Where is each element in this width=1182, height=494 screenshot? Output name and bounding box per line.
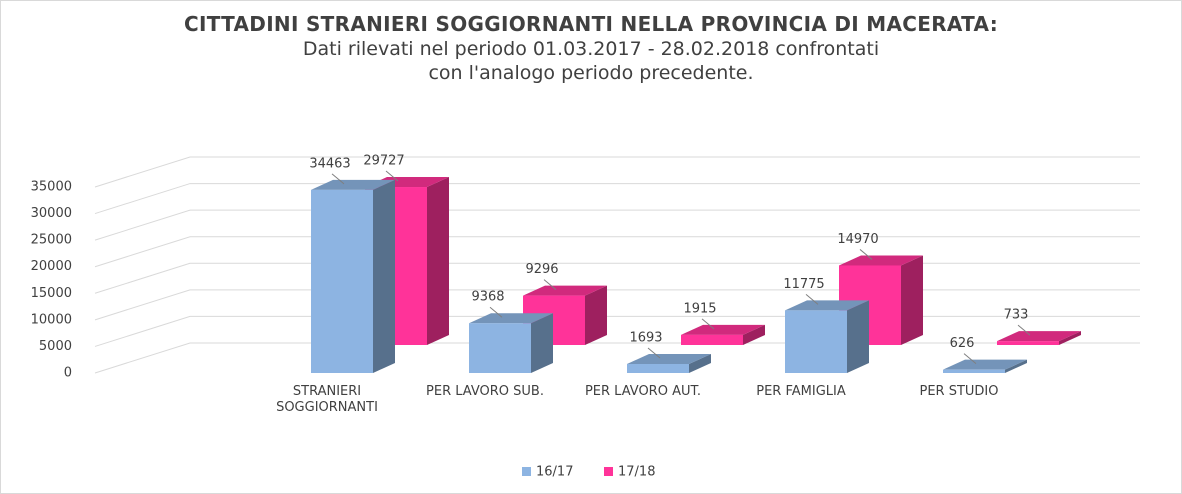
leader-line <box>805 294 819 305</box>
bar-top <box>997 331 1081 342</box>
value-label: 1915 <box>683 301 716 316</box>
value-label: 9296 <box>525 262 558 277</box>
bar-side <box>531 313 553 373</box>
bar-side <box>1059 331 1081 345</box>
value-label: 34463 <box>309 156 350 171</box>
bar <box>469 323 531 373</box>
y-tick-label: 30000 <box>31 206 72 221</box>
leader-line <box>1017 324 1031 336</box>
bar-top <box>839 255 923 266</box>
legend-swatch <box>522 467 531 476</box>
y-tick-label: 20000 <box>31 259 72 274</box>
bar <box>627 364 689 373</box>
bar-top <box>681 324 765 335</box>
value-label: 9368 <box>471 290 504 305</box>
leader-line <box>489 306 503 318</box>
chart-subtitle: Dati rilevati nel periodo 01.03.2017 - 2… <box>302 38 880 84</box>
x-tick-label: PER LAVORO AUT. <box>584 384 702 399</box>
bar-side <box>743 324 765 345</box>
bar <box>943 369 1005 373</box>
bar-side <box>847 300 869 373</box>
grid-line <box>94 209 1140 241</box>
leader-line <box>543 279 557 290</box>
grid-line <box>94 315 1140 347</box>
grid-line <box>94 156 1140 188</box>
grid-line <box>94 289 1140 321</box>
bar-top <box>785 300 869 311</box>
bar-side <box>1005 359 1027 373</box>
value-label: 1693 <box>629 331 662 346</box>
bar <box>997 341 1059 345</box>
chart-title: CITTADINI STRANIERI SOGGIORNANTI NELLA P… <box>184 12 998 36</box>
bar-side <box>585 285 607 345</box>
bar-top <box>943 359 1027 370</box>
leader-line <box>859 249 873 260</box>
bar-side <box>901 255 923 345</box>
value-label: 626 <box>950 336 975 351</box>
leader-line <box>331 173 345 185</box>
x-tick-label: PER LAVORO SUB. <box>426 384 544 399</box>
grid-line <box>94 236 1140 268</box>
legend-label: 17/18 <box>618 465 655 480</box>
bar-side <box>689 354 711 373</box>
value-label: 29727 <box>363 154 404 169</box>
bar-top <box>311 179 395 190</box>
y-tick-label: 0 <box>64 366 72 381</box>
leader-line <box>385 170 399 182</box>
bar-side <box>373 179 395 373</box>
bar-top <box>469 313 553 324</box>
x-tick-label: PER FAMIGLIA <box>756 384 846 399</box>
bar <box>785 310 847 373</box>
y-tick-label: 15000 <box>31 286 72 301</box>
leader-line <box>701 318 715 330</box>
grid-line <box>94 262 1140 294</box>
bar-top <box>627 354 711 365</box>
bar <box>311 189 373 373</box>
y-tick-label: 35000 <box>31 180 72 195</box>
y-tick-label: 5000 <box>39 339 72 354</box>
legend-swatch <box>604 467 613 476</box>
value-label: 733 <box>1004 308 1029 323</box>
value-label: 14970 <box>837 232 878 247</box>
bar-top <box>523 285 607 296</box>
grid-line <box>94 183 1140 215</box>
y-tick-label: 25000 <box>31 233 72 248</box>
leader-line <box>647 347 661 359</box>
bar <box>681 334 743 345</box>
leader-line <box>963 353 977 365</box>
x-tick-label: PER STUDIO <box>919 384 999 399</box>
value-label: 11775 <box>783 277 824 292</box>
y-tick-label: 10000 <box>31 312 72 327</box>
bar-side <box>427 177 449 345</box>
x-tick-label: STRANIERI SOGGIORNANTI <box>276 384 378 415</box>
legend-label: 16/17 <box>536 465 573 480</box>
